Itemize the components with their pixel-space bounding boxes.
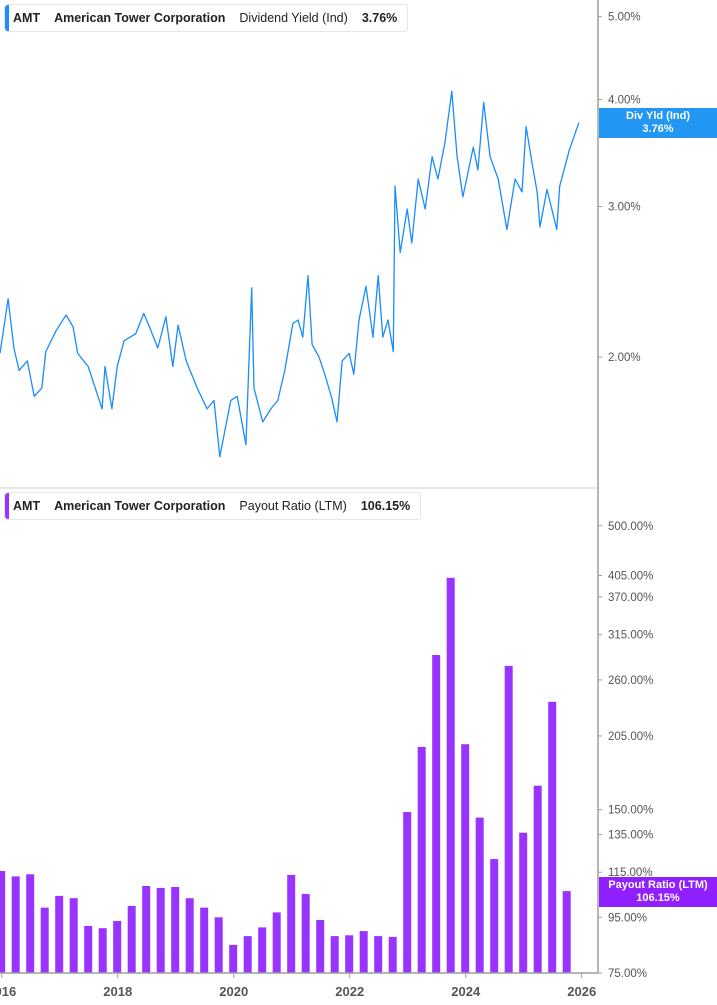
payout-ratio-bar [432,655,441,973]
legend-value: 3.76% [361,11,398,25]
y-tick-label: 405.00% [608,570,653,582]
payout-ratio-bar [156,887,165,973]
payout-ratio-bar [417,746,426,973]
payout-ratio-bar [26,874,35,973]
payout-ratio-bar [359,931,368,973]
x-tick-label: 2026 [567,984,596,999]
payout-ratio-bar [40,907,49,973]
payout-ratio-bar [504,665,513,973]
series-color-swatch [5,5,9,31]
y-tick-label: 75.00% [608,968,647,980]
payout-ratio-bar [533,785,542,973]
payout-ratio-bar [127,905,136,973]
y-tick-label: 150.00% [608,805,653,817]
payout-ratio-bar [200,907,209,973]
legend-ticker: AMT [13,499,41,513]
tag-value: 106.15% [636,892,680,904]
legend-metric: Payout Ratio (LTM) [239,499,347,513]
payout-ratio-bar [243,936,252,973]
y-tick-label: 95.00% [608,912,647,924]
legend-company: American Tower Corporation [54,11,226,25]
payout-ratio-bar [403,812,412,973]
payout-ratio-bar [84,925,93,973]
payout-ratio-bar [229,944,238,973]
payout-ratio-bar [214,917,223,973]
payout-ratio-bar [185,898,194,973]
dividend-yield-line [0,90,580,458]
legend-metric: Dividend Yield (Ind) [239,11,348,25]
y-tick-label: 4.00% [608,95,641,107]
payout-ratio-bar [301,893,310,973]
payout-ratio-bar [113,921,122,973]
payout-ratio-bar [388,936,397,973]
x-tick-label: 2020 [219,984,248,999]
y-tick-label: 500.00% [608,521,653,533]
payout-ratio-bar [490,859,499,973]
payout-ratio-panel: 500.00% 405.00% 370.00% 315.00% 260.00% 205.0… [0,521,653,999]
bottom-legend: AMT American Tower Corporation Payout Ra… [4,492,422,520]
payout-ratio-bar [287,874,296,973]
series-color-swatch [5,493,9,519]
payout-ratio-bar [0,871,6,973]
payout-ratio-bar [98,928,107,973]
y-tick-label: 5.00% [608,12,641,24]
legend-ticker: AMT [13,11,41,25]
payout-ratio-bar [11,876,20,973]
payout-ratio-bar [330,936,339,973]
legend-value: 106.15% [360,499,411,513]
y-tick-label: 2.00% [608,352,641,364]
payout-ratio-bar [55,895,64,973]
payout-ratio-bar [461,744,470,973]
payout-ratio-bar [475,817,484,973]
top-legend: AMT American Tower Corporation Dividend … [4,4,409,32]
legend-company: American Tower Corporation [54,499,226,513]
payout-ratio-price-tag: Payout Ratio (LTM) 106.15% [599,877,717,907]
dividend-yield-panel: 5.00% 4.00% 3.00% 2.00% [0,12,641,458]
y-tick-label: 315.00% [608,630,653,642]
payout-ratio-bar [345,935,354,973]
payout-ratio-bar [519,832,528,973]
y-tick-label: 370.00% [608,592,653,604]
payout-ratio-bar [446,577,455,973]
payout-ratio-bar [316,920,325,973]
x-tick-label: 2024 [451,984,481,999]
y-tick-label: 260.00% [608,675,653,687]
payout-ratio-bar [562,891,571,973]
payout-ratio-bar [272,912,281,973]
tag-value: 3.76% [642,123,674,135]
payout-ratio-bar [69,898,78,973]
payout-ratio-bar [142,886,151,973]
payout-ratio-bar [258,927,267,973]
payout-ratio-bar [171,887,180,973]
payout-ratio-bar [374,936,383,973]
y-tick-label: 115.00% [608,867,653,879]
tag-label: Div Yld (Ind) [626,110,690,122]
dividend-yield-price-tag: Div Yld (Ind) 3.76% [599,108,717,138]
x-tick-label: 2016 [0,984,16,999]
payout-ratio-bar [548,701,557,973]
y-tick-label: 3.00% [608,201,641,213]
tag-label: Payout Ratio (LTM) [608,879,708,891]
x-tick-label: 2018 [103,984,132,999]
x-tick-label: 2022 [335,984,364,999]
y-tick-label: 135.00% [608,829,653,841]
y-tick-label: 205.00% [608,731,653,743]
